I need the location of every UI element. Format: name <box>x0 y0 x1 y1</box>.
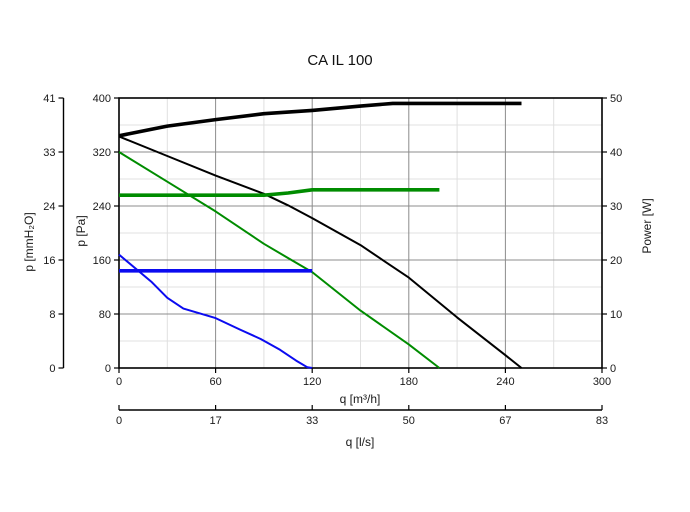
power-tick-label: 10 <box>610 309 622 321</box>
major-gridlines <box>119 98 602 368</box>
qm3h-tick-label: 120 <box>303 376 321 388</box>
pa-tick-label: 80 <box>99 309 111 321</box>
pa-tick-label: 400 <box>93 93 111 105</box>
plot-frame <box>118 97 603 369</box>
axis-title-q-m3h: q [m³/h] <box>339 392 381 406</box>
axis-title-pa: p [Pa] <box>74 215 88 247</box>
pressure-curve-speed-min <box>118 253 313 369</box>
mmh2o-tick-label: 41 <box>43 93 55 105</box>
qm3h-tick-label: 240 <box>496 376 514 388</box>
data-curves <box>118 101 523 369</box>
pa-tick-label: 240 <box>93 201 111 213</box>
chart-title: CA IL 100 <box>307 52 373 69</box>
axis-title-power: Power [W] <box>640 198 654 254</box>
qls-tick-label: 17 <box>209 415 221 427</box>
qls-tick-label: 50 <box>403 415 415 427</box>
power-tick-label: 50 <box>610 93 622 105</box>
mmh2o-tick-label: 33 <box>43 147 55 159</box>
power-curve-speed-mid <box>119 188 440 197</box>
power-tick-label: 0 <box>610 363 616 375</box>
mmh2o-tick-label: 0 <box>49 363 55 375</box>
pa-tick-label: 320 <box>93 147 111 159</box>
pressure-curve-speed-mid <box>118 151 441 369</box>
power-tick-label: 40 <box>610 147 622 159</box>
mmh2o-tick-label: 8 <box>49 309 55 321</box>
axis-ticks-and-labels: 0 80 160 240 320 400 0 8 16 24 33 41 0 10 20 30 40 50 0 60 1… <box>43 93 622 427</box>
qm3h-tick-label: 0 <box>116 376 122 388</box>
plot-border <box>118 97 603 369</box>
pa-tick-label: 0 <box>105 363 111 375</box>
pressure-curve-speed-max <box>118 135 523 369</box>
axis-title-mmh2o: p [mmH₂O] <box>22 212 36 272</box>
qm3h-tick-label: 300 <box>593 376 611 388</box>
axis-title-q-ls: q [l/s] <box>345 435 375 449</box>
power-tick-label: 20 <box>610 255 622 267</box>
qls-tick-label: 0 <box>116 415 122 427</box>
minor-gridlines <box>119 98 602 368</box>
pa-tick-label: 160 <box>93 255 111 267</box>
qls-tick-label: 33 <box>306 415 318 427</box>
qls-tick-label: 83 <box>596 415 608 427</box>
power-tick-label: 30 <box>610 201 622 213</box>
mmh2o-tick-label: 24 <box>43 201 55 213</box>
qls-tick-label: 67 <box>499 415 511 427</box>
qm3h-tick-label: 60 <box>209 376 221 388</box>
qm3h-tick-label: 180 <box>400 376 418 388</box>
power-curve-speed-max <box>118 101 522 138</box>
mmh2o-tick-label: 16 <box>43 255 55 267</box>
